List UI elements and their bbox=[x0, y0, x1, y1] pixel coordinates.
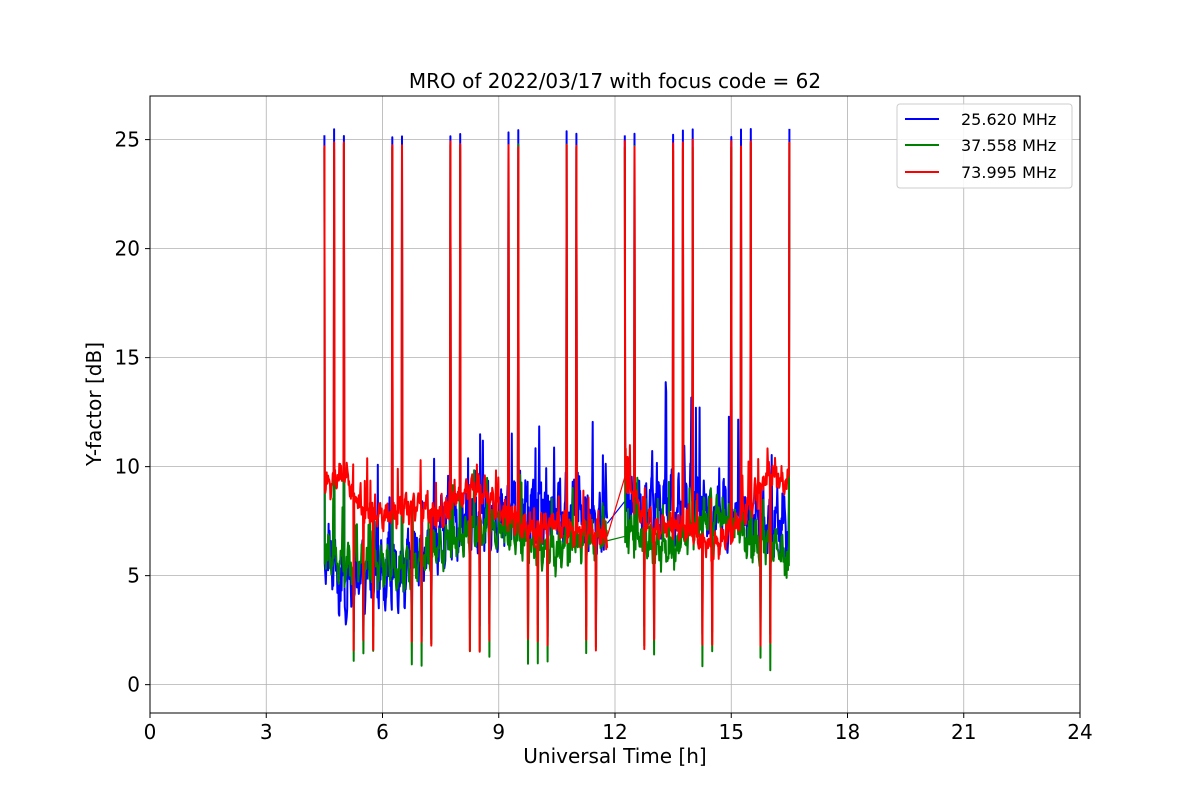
y-tick-label: 0 bbox=[127, 673, 140, 697]
x-tick-label: 15 bbox=[719, 720, 744, 744]
x-tick-label: 3 bbox=[260, 720, 273, 744]
y-tick-label: 25 bbox=[115, 128, 140, 152]
y-tick-label: 15 bbox=[115, 346, 140, 370]
series-gap-connector bbox=[606, 501, 626, 524]
x-tick-label: 0 bbox=[144, 720, 157, 744]
legend-label-25mhz: 25.620 MHz bbox=[961, 110, 1056, 129]
legend-box bbox=[896, 103, 1073, 189]
x-tick-label: 12 bbox=[602, 720, 627, 744]
x-axis-label: Universal Time [h] bbox=[523, 744, 706, 768]
plot-series bbox=[323, 128, 791, 672]
series-gap-connector bbox=[606, 477, 626, 537]
y-tick-label: 5 bbox=[127, 564, 140, 588]
x-tick-label: 18 bbox=[835, 720, 860, 744]
x-tick-label: 21 bbox=[951, 720, 976, 744]
legend-label-37mhz: 37.558 MHz bbox=[961, 136, 1056, 155]
ticks: 0 3 6 9 12 15 18 21 24 0 5 10 15 20 25 bbox=[115, 128, 1093, 744]
x-tick-label: 24 bbox=[1067, 720, 1092, 744]
series-line-1 bbox=[323, 142, 791, 672]
series-line-2 bbox=[323, 138, 791, 653]
y-tick-label: 20 bbox=[115, 237, 140, 261]
y-axis-label: Y-factor [dB] bbox=[82, 342, 106, 467]
legend: 25.620 MHz 37.558 MHz 73.995 MHz bbox=[896, 103, 1073, 189]
x-tick-label: 9 bbox=[492, 720, 505, 744]
series-gap-connector bbox=[607, 535, 625, 542]
chart-title: MRO of 2022/03/17 with focus code = 62 bbox=[409, 69, 821, 93]
x-tick-label: 6 bbox=[376, 720, 389, 744]
y-tick-label: 10 bbox=[115, 455, 140, 479]
legend-label-73mhz: 73.995 MHz bbox=[961, 163, 1056, 182]
